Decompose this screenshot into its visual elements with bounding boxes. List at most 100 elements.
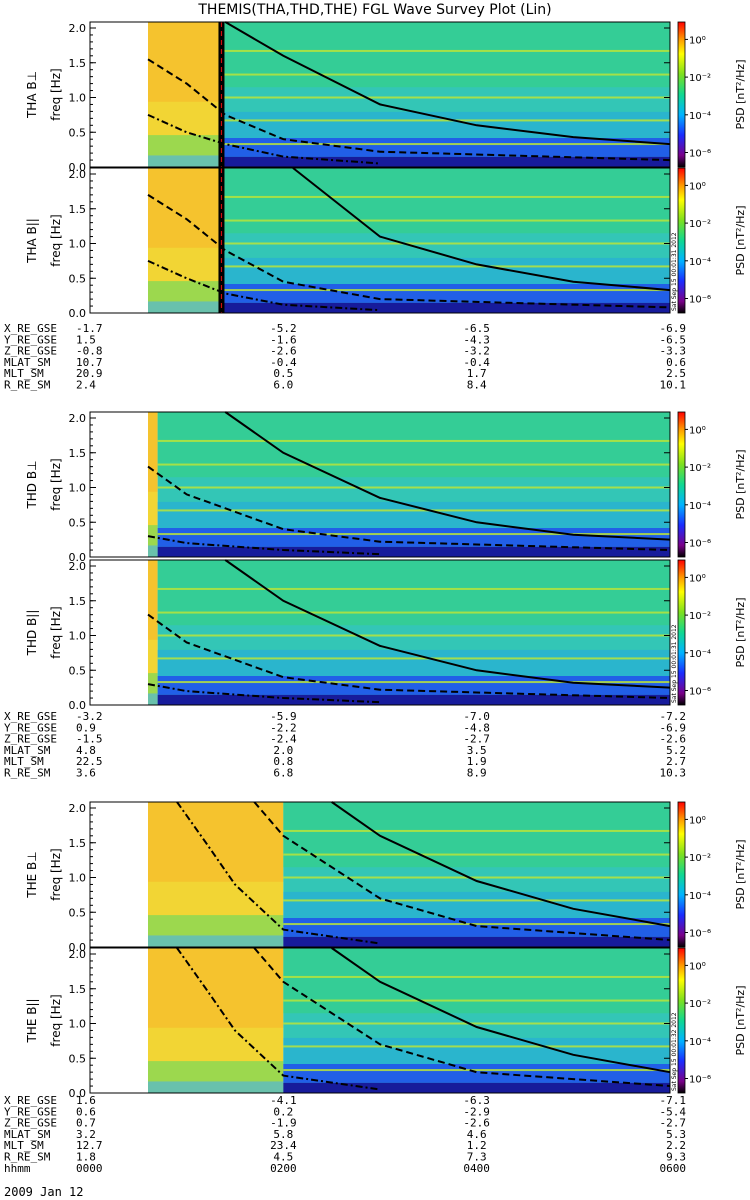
ephem-value: 4.5 bbox=[273, 1151, 293, 1164]
ephem-row-label: X_RE_GSE bbox=[4, 322, 57, 335]
ephem-value: -6.5 bbox=[463, 322, 490, 335]
y-tick-label: 2.0 bbox=[69, 168, 87, 181]
ephem-row-label: Y_RE_GSE bbox=[4, 1105, 57, 1118]
y-tick-label: 0.5 bbox=[69, 516, 87, 529]
freq-ylabel: freq [Hz] bbox=[49, 848, 63, 900]
ephem-row-label: X_RE_GSE bbox=[4, 1094, 57, 1107]
colorbar-tick-label: 10⁻² bbox=[689, 999, 711, 1010]
y-tick-label: 1.5 bbox=[69, 447, 87, 460]
colorbar-label: PSD [nT²/Hz] bbox=[734, 839, 747, 909]
y-tick-label: 0.0 bbox=[69, 941, 87, 954]
colorbar-label: PSD [nT²/Hz] bbox=[734, 449, 747, 519]
ephem-row-label: MLAT_SM bbox=[4, 1128, 51, 1141]
ephem-value: -5.9 bbox=[270, 710, 297, 723]
y-tick-label: 2.0 bbox=[69, 412, 87, 425]
timestamp-stamp: Sat Sep 15 00:01:31 2012 bbox=[671, 624, 678, 703]
ephem-value: 23.4 bbox=[270, 1139, 297, 1152]
y-tick-label: 0.5 bbox=[69, 272, 87, 285]
panel-frame bbox=[89, 411, 671, 558]
colorbar-tick-label: 10⁻⁶ bbox=[689, 687, 711, 698]
colorbar-tick-label: 10⁻⁴ bbox=[689, 501, 711, 512]
colorbar-tick-label: 10⁰ bbox=[689, 425, 706, 436]
ephem-value: -0.4 bbox=[270, 356, 297, 369]
curve-dashed bbox=[147, 613, 671, 699]
colorbar-tick-label: 10⁻² bbox=[689, 611, 711, 622]
curve-solid bbox=[331, 947, 671, 1074]
ephem-value: -4.8 bbox=[463, 721, 490, 734]
spin-tone-line bbox=[157, 463, 670, 466]
ephem-row-label: R_RE_SM bbox=[4, 379, 51, 392]
spin-tone-line bbox=[157, 509, 670, 512]
ephemeris-table-3: X_RE_GSE 1.6 -4.1 -6.3 -7.1 Y_RE_GSE 0.6 0.2 -2.… bbox=[4, 1094, 686, 1175]
ephem-value: -3.3 bbox=[660, 345, 687, 358]
y-tick-label: 0.0 bbox=[69, 551, 87, 564]
colorbar-label: PSD [nT²/Hz] bbox=[734, 597, 747, 667]
ephem-value: 6.0 bbox=[273, 379, 293, 392]
ephem-row-label: Z_RE_GSE bbox=[4, 1117, 57, 1130]
curve-solid bbox=[292, 167, 671, 292]
ephem-value: 0200 bbox=[270, 1162, 297, 1175]
colorbar-tick-label: 10⁰ bbox=[689, 181, 706, 192]
spin-tone-line bbox=[283, 1045, 670, 1048]
colorbar: 10⁰ 10⁻² 10⁻⁴ 10⁻⁶ PSD [nT²/Hz] bbox=[677, 167, 747, 314]
curve-solid bbox=[224, 411, 671, 541]
ephem-value: 5.2 bbox=[666, 744, 686, 757]
freq-ylabel: freq [Hz] bbox=[49, 994, 63, 1046]
y-tick-label: 1.0 bbox=[69, 482, 87, 495]
panel-frame bbox=[89, 21, 671, 168]
ephem-value: 3.5 bbox=[467, 744, 487, 757]
colorbar-tick-label: 10⁻² bbox=[689, 219, 711, 230]
spin-tone-line bbox=[283, 975, 670, 978]
ephem-value: 1.9 bbox=[467, 755, 487, 768]
panel-ylabel: THD B⊥ bbox=[25, 460, 39, 509]
spectrogram-panel-the-perp: 0.0 0.5 1.0 1.5 2.0 THE B⊥ freq [Hz] 10⁰ 10⁻² 10⁻… bbox=[25, 801, 747, 954]
ephem-value: -2.6 bbox=[463, 1117, 490, 1130]
ephem-value: 22.5 bbox=[76, 755, 103, 768]
y-tick-label: 0.0 bbox=[69, 161, 87, 174]
colorbar-scale bbox=[677, 947, 686, 1094]
freq-ylabel: freq [Hz] bbox=[49, 458, 63, 510]
ephem-value: 0.7 bbox=[76, 1117, 96, 1130]
ephem-value: 0400 bbox=[463, 1162, 490, 1175]
spin-tone-line bbox=[157, 611, 670, 614]
colorbar-scale bbox=[677, 559, 686, 706]
ephem-row-label: MLT_SM bbox=[4, 367, 44, 380]
ephem-value: 10.1 bbox=[660, 379, 687, 392]
spin-tone-line bbox=[220, 265, 670, 268]
spin-tone-line bbox=[283, 1022, 670, 1025]
colorbar-tick-label: 10⁻⁶ bbox=[689, 539, 711, 550]
timestamp-stamp: Sat Sep 15 00:01:31 2012 bbox=[671, 232, 678, 311]
colorbar-scale bbox=[677, 411, 686, 558]
spin-tone-line bbox=[220, 143, 670, 146]
spin-tone-line bbox=[283, 999, 670, 1002]
ephem-row-label: MLT_SM bbox=[4, 755, 44, 768]
spin-tone-line bbox=[157, 681, 670, 684]
colorbar: 10⁰ 10⁻² 10⁻⁴ 10⁻⁶ PSD [nT²/Hz] bbox=[677, 411, 747, 558]
curve-dashed bbox=[147, 194, 671, 309]
ephem-value: -3.2 bbox=[76, 710, 103, 723]
ephem-value: 0.8 bbox=[273, 755, 293, 768]
curve-dashed bbox=[147, 58, 671, 162]
curve-dashed bbox=[253, 801, 671, 941]
colorbar-tick-label: 10⁻⁶ bbox=[689, 295, 711, 306]
spectrogram-panel-thd-perp: 0.0 0.5 1.0 1.5 2.0 THD B⊥ freq [Hz] 10⁰ 10⁻² 10⁻… bbox=[25, 411, 747, 564]
ephem-value: -7.2 bbox=[660, 710, 687, 723]
y-tick-label: 0.5 bbox=[69, 1052, 87, 1065]
spin-tone-line bbox=[157, 634, 670, 637]
y-tick-label: 1.0 bbox=[69, 630, 87, 643]
ephem-value: 2.4 bbox=[76, 379, 96, 392]
y-tick-label: 0.0 bbox=[69, 1087, 87, 1100]
ephem-value: 1.5 bbox=[76, 333, 96, 346]
ephem-value: -7.0 bbox=[463, 710, 490, 723]
y-tick-label: 2.0 bbox=[69, 560, 87, 573]
y-tick-label: 0.5 bbox=[69, 906, 87, 919]
curve-dashdot bbox=[147, 259, 381, 312]
ephem-value: 0.6 bbox=[76, 1105, 96, 1118]
panel-ylabel: THD B|| bbox=[25, 610, 39, 657]
curve-dashdot bbox=[147, 683, 381, 704]
ephem-value: -6.3 bbox=[463, 1094, 490, 1107]
colorbar-label: PSD [nT²/Hz] bbox=[734, 59, 747, 129]
colorbar-tick-label: 10⁻⁴ bbox=[689, 257, 711, 268]
